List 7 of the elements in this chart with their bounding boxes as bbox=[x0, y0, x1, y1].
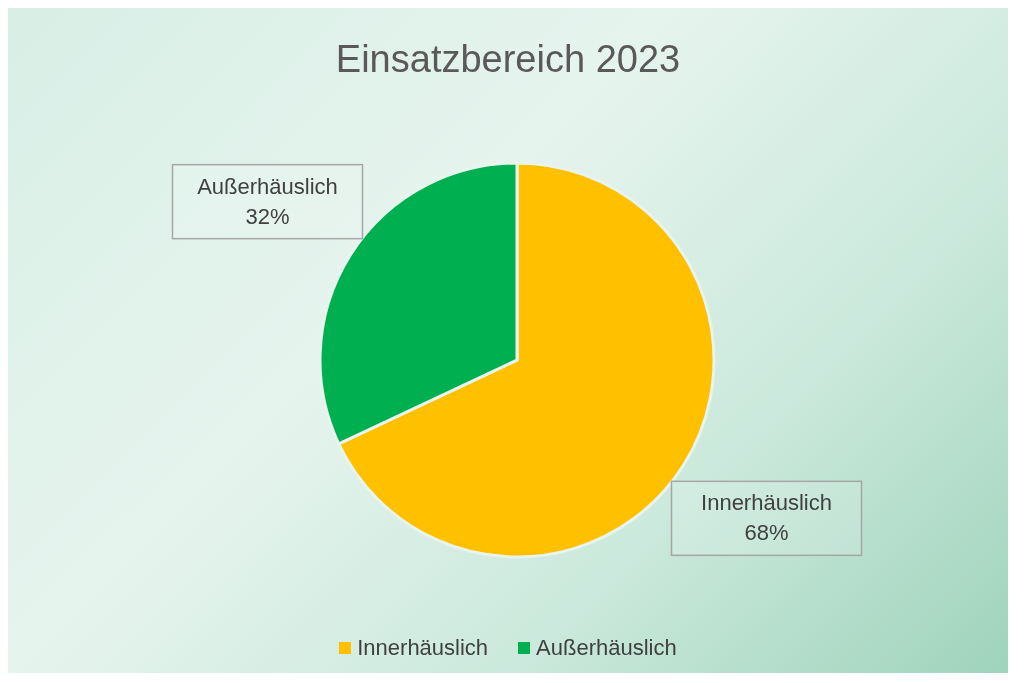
data-label: 68% bbox=[744, 520, 789, 546]
slice-label: Innerhäuslich bbox=[701, 490, 832, 516]
slice-label: Innerhäuslich bbox=[357, 635, 489, 661]
slice-label: Außerhäuslich bbox=[197, 173, 338, 199]
legend-label: Außerhäuslich bbox=[536, 635, 677, 661]
data-label: 32% bbox=[245, 203, 290, 229]
chart-title: Einsatzbereich 2023 bbox=[334, 38, 682, 81]
